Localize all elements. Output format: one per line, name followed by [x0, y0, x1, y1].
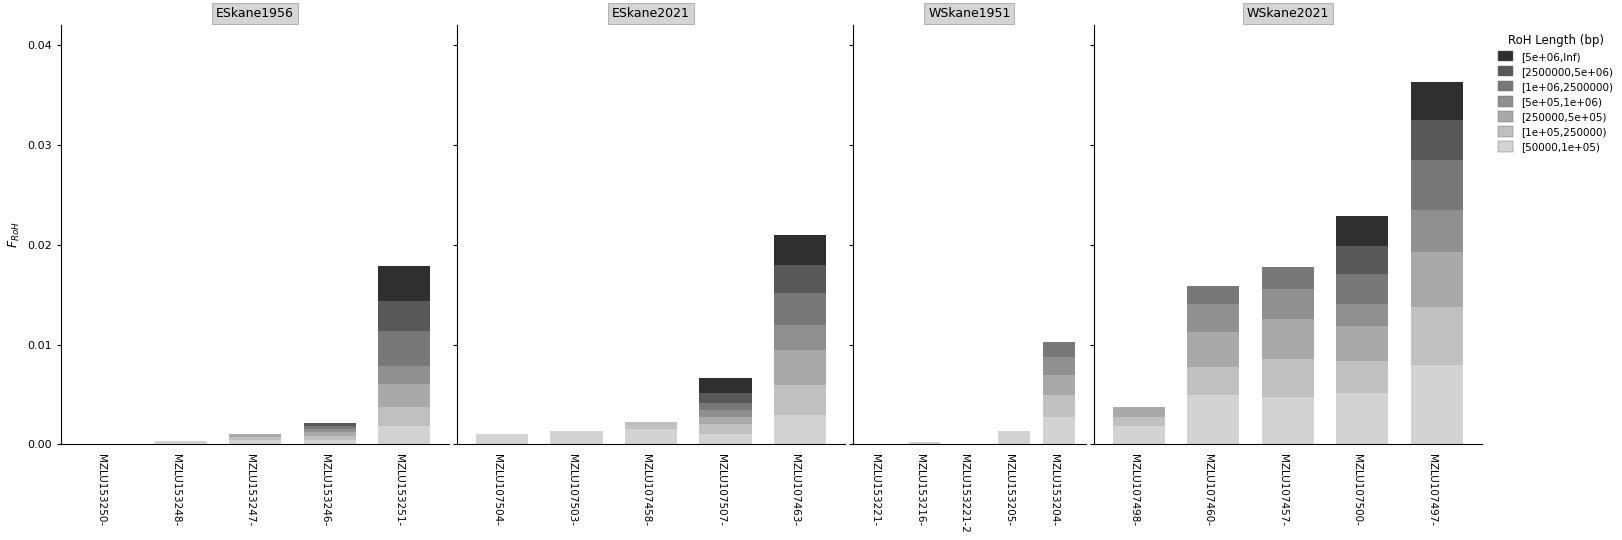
Bar: [303, 427, 355, 429]
Bar: [774, 293, 826, 325]
Bar: [774, 384, 826, 415]
Bar: [999, 431, 1030, 444]
Bar: [1337, 216, 1388, 246]
Bar: [550, 431, 603, 444]
Bar: [378, 407, 430, 427]
Bar: [1411, 252, 1463, 307]
Bar: [303, 441, 355, 444]
Bar: [1411, 82, 1463, 120]
Bar: [774, 349, 826, 384]
Title: ESkane1956: ESkane1956: [216, 7, 294, 20]
Bar: [1043, 342, 1074, 356]
Bar: [699, 416, 751, 424]
Bar: [154, 442, 206, 444]
Bar: [1262, 319, 1314, 359]
Legend: [5e+06,Inf), [2500000,5e+06), [1e+06,2500000), [5e+05,1e+06), [250000,5e+05), [1: [5e+06,Inf), [2500000,5e+06), [1e+06,250…: [1494, 30, 1617, 155]
Bar: [303, 423, 355, 427]
Bar: [303, 429, 355, 433]
Bar: [1187, 332, 1239, 367]
Bar: [303, 436, 355, 441]
Y-axis label: $F_{RoH}$: $F_{RoH}$: [6, 221, 23, 248]
Bar: [229, 435, 281, 437]
Bar: [1043, 395, 1074, 416]
Bar: [303, 433, 355, 436]
Bar: [699, 409, 751, 416]
Bar: [378, 427, 430, 444]
Bar: [378, 330, 430, 366]
Bar: [1337, 274, 1388, 303]
Bar: [1411, 160, 1463, 210]
Bar: [378, 383, 430, 407]
Bar: [229, 437, 281, 441]
Bar: [378, 301, 430, 330]
Bar: [774, 415, 826, 444]
Bar: [774, 325, 826, 349]
Bar: [699, 435, 751, 444]
Bar: [1113, 427, 1165, 444]
Bar: [699, 393, 751, 402]
Title: WSkane2021: WSkane2021: [1247, 7, 1328, 20]
Bar: [1262, 396, 1314, 444]
Bar: [1411, 364, 1463, 444]
Bar: [1262, 267, 1314, 289]
Bar: [1043, 375, 1074, 395]
Bar: [624, 422, 676, 429]
Bar: [1411, 307, 1463, 364]
Bar: [1337, 326, 1388, 361]
Bar: [699, 402, 751, 409]
Bar: [1187, 286, 1239, 303]
Bar: [1043, 416, 1074, 444]
Bar: [1113, 407, 1165, 416]
Title: WSkane1951: WSkane1951: [928, 7, 1011, 20]
Bar: [475, 435, 529, 444]
Bar: [1187, 367, 1239, 395]
Bar: [699, 377, 751, 393]
Bar: [699, 424, 751, 435]
Bar: [774, 235, 826, 265]
Bar: [1337, 246, 1388, 274]
Bar: [624, 429, 676, 444]
Bar: [1337, 361, 1388, 393]
Bar: [774, 265, 826, 293]
Bar: [1043, 356, 1074, 375]
Bar: [1262, 359, 1314, 396]
Bar: [229, 441, 281, 444]
Bar: [1187, 395, 1239, 444]
Bar: [1113, 416, 1165, 427]
Bar: [1187, 303, 1239, 332]
Bar: [1337, 393, 1388, 444]
Bar: [1411, 120, 1463, 160]
Bar: [1411, 210, 1463, 252]
Title: ESkane2021: ESkane2021: [611, 7, 689, 20]
Bar: [1337, 303, 1388, 326]
Bar: [908, 442, 941, 444]
Bar: [378, 366, 430, 383]
Bar: [1262, 289, 1314, 319]
Bar: [378, 266, 430, 301]
